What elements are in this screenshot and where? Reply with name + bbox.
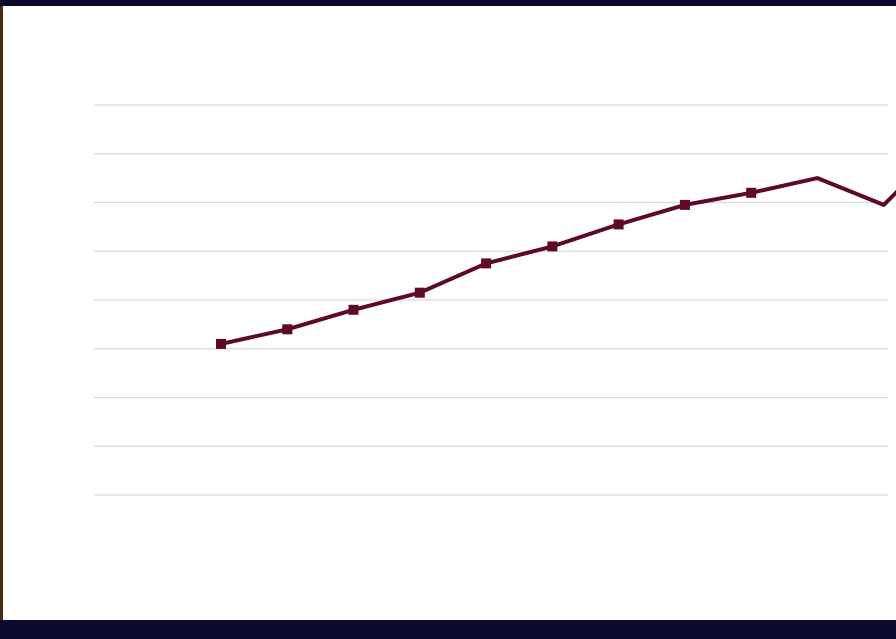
- plot-area: [3, 6, 896, 620]
- data-point-marker: [746, 187, 757, 198]
- gridlines: [94, 104, 888, 496]
- series-line: [220, 176, 896, 346]
- data-point-marker: [613, 219, 624, 230]
- data-point-marker: [481, 258, 492, 269]
- data-point-marker: [414, 287, 425, 298]
- data-point-marker: [348, 304, 359, 315]
- data-point-marker: [679, 199, 690, 210]
- series-0: [216, 176, 896, 349]
- data-point-marker: [216, 338, 226, 349]
- data-point-marker: [547, 241, 558, 252]
- frame-left-edge: [0, 6, 3, 620]
- data-point-marker: [282, 324, 293, 335]
